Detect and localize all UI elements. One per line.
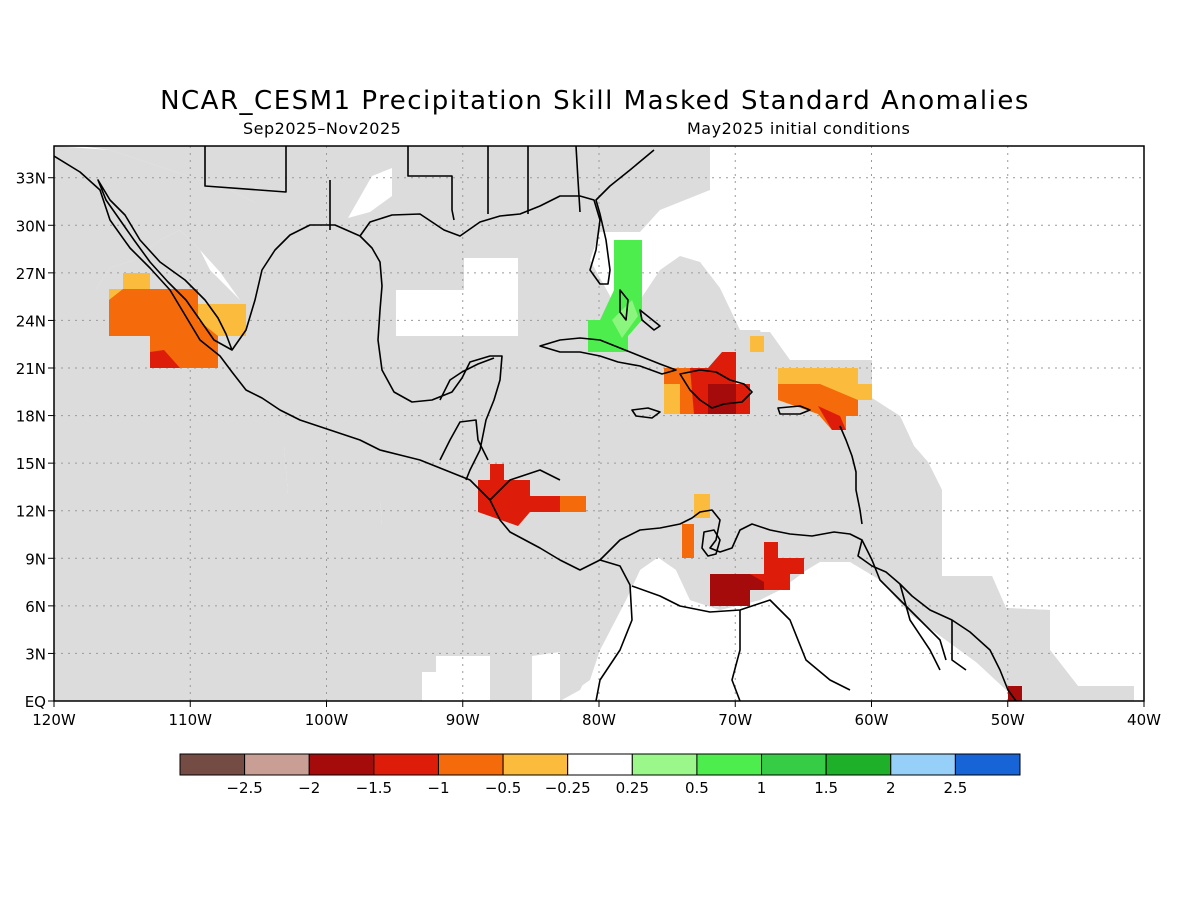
lon-tick-label: 70W	[718, 711, 752, 729]
mask-holes	[348, 168, 560, 701]
anomaly-central-america	[478, 464, 586, 526]
colorbar-label: 2.5	[943, 779, 967, 797]
graticule	[54, 146, 1144, 701]
lon-tick-label: 80W	[582, 711, 616, 729]
lat-tick-label: 12N	[16, 503, 46, 521]
colorbar: −2.5 −2 −1.5 −1 −0.5 −0.25 0.25 0.5 1 1.5 2 2.5	[179, 753, 1021, 797]
colorbar-swatch	[567, 753, 633, 776]
latitude-axis: EQ 3N 6N 9N 12N 15N 18N 21N 24N 27N 30N 33N	[16, 170, 54, 711]
colorbar-label: −0.5	[485, 779, 521, 797]
colorbar-label: 0.25	[616, 779, 649, 797]
lat-tick-label: 33N	[16, 170, 46, 188]
lat-tick-label: 6N	[25, 598, 46, 616]
lon-tick-label: 60W	[855, 711, 889, 729]
colorbar-swatch	[308, 753, 375, 776]
colorbar-swatch	[631, 753, 698, 776]
lon-tick-label: 90W	[446, 711, 480, 729]
colorbar-label: 2	[886, 779, 896, 797]
colorbar-label: −2.5	[226, 779, 262, 797]
colorbar-label: −1	[427, 779, 449, 797]
colorbar-swatch	[825, 753, 892, 776]
initial-conditions: May2025 initial conditions	[687, 119, 911, 138]
lon-tick-label: 120W	[32, 711, 76, 729]
lat-tick-label: 30N	[16, 217, 46, 235]
anomaly-baja	[109, 273, 246, 368]
anomaly-regions	[109, 240, 1022, 701]
colorbar-swatch	[502, 753, 569, 776]
forecast-period: Sep2025–Nov2025	[243, 119, 402, 138]
longitude-axis: 120W 110W 100W 90W 80W 70W 60W 50W 40W	[32, 701, 1161, 729]
colorbar-label: 1	[757, 779, 767, 797]
lon-tick-label: 100W	[305, 711, 349, 729]
colorbar-swatch	[761, 753, 827, 776]
colorbar-swatch	[890, 753, 956, 776]
colorbar-swatch	[696, 753, 763, 776]
colorbar-swatch	[437, 753, 504, 776]
colorbar-label: −2	[298, 779, 320, 797]
coastlines	[54, 146, 1017, 701]
lat-tick-label: 15N	[16, 455, 46, 473]
colorbar-label: 1.5	[814, 779, 838, 797]
lat-tick-label: 18N	[16, 408, 46, 426]
colorbar-swatch	[373, 753, 439, 776]
anomaly-leeward	[778, 368, 872, 430]
colorbar-label: −0.25	[545, 779, 591, 797]
colorbar-label: 0.5	[685, 779, 709, 797]
lat-tick-label: 3N	[25, 645, 46, 663]
map-title: NCAR_CESM1 Precipitation Skill Masked St…	[160, 86, 1030, 116]
anomaly-amapa	[1008, 686, 1022, 701]
colorbar-swatch	[244, 753, 310, 776]
lat-tick-label: 9N	[25, 550, 46, 568]
lon-tick-label: 50W	[991, 711, 1025, 729]
anomaly-venezuela	[682, 494, 804, 606]
lon-tick-label: 40W	[1127, 711, 1161, 729]
lon-tick-label: 110W	[169, 711, 213, 729]
colorbar-swatch	[179, 753, 246, 776]
colorbar-swatch	[954, 753, 1021, 776]
lat-tick-label: 27N	[16, 265, 46, 283]
lat-tick-label: 24N	[16, 312, 46, 330]
lat-tick-label: 21N	[16, 360, 46, 378]
lat-tick-label: EQ	[25, 693, 46, 711]
colorbar-label: −1.5	[356, 779, 392, 797]
